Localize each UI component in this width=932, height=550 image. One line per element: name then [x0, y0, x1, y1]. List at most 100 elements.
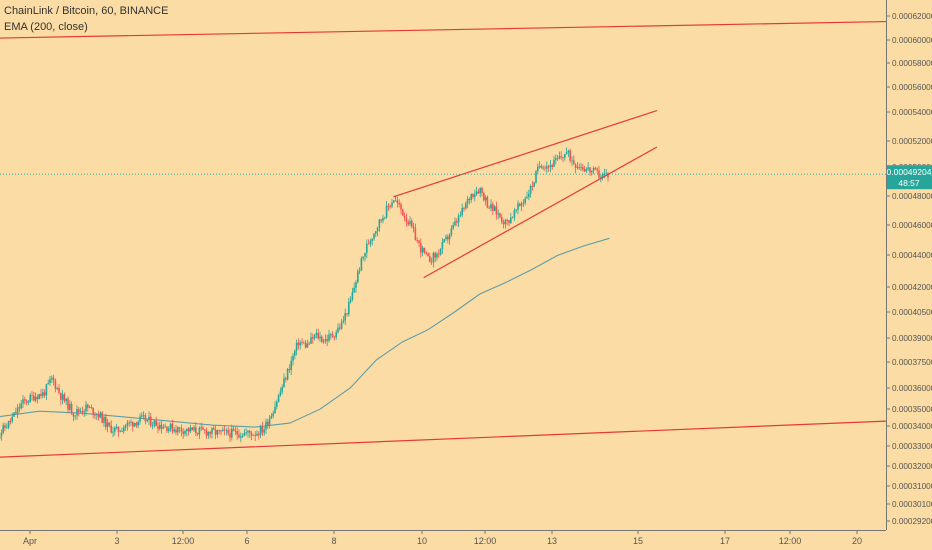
candle-body [594, 167, 597, 170]
candle-body [589, 167, 591, 173]
candle-body [0, 432, 3, 437]
y-tick-label: 0.00040500 [892, 308, 932, 317]
candle-body [308, 343, 310, 345]
candle-body [139, 416, 141, 422]
candle-body [4, 425, 6, 428]
candle-body [61, 394, 64, 400]
candle-body [396, 200, 399, 204]
candlestick-series [0, 147, 609, 444]
candle-body [79, 411, 82, 412]
candle-body [58, 388, 60, 394]
symbol-title[interactable]: ChainLink / Bitcoin, 60, BINANCE [4, 5, 169, 17]
candle-body [355, 282, 357, 288]
candle-body [13, 412, 15, 417]
candle-body [187, 428, 190, 432]
candle-body [420, 243, 422, 253]
candle-body [7, 420, 10, 428]
candle-body [220, 430, 222, 432]
candle-body [414, 228, 417, 241]
ema-200-path [0, 237, 610, 428]
candle-body [366, 243, 368, 254]
candle-body [339, 327, 341, 329]
candle-body [76, 409, 78, 416]
candle-body [11, 416, 13, 422]
candle-body [166, 426, 168, 432]
candle-body [564, 154, 566, 158]
candle-body [225, 429, 228, 431]
candle-body [283, 378, 285, 388]
indicator-title[interactable]: EMA (200, close) [4, 21, 88, 33]
x-tick-label: 12:00 [474, 536, 497, 546]
candle-body [88, 407, 91, 409]
candle-body [270, 415, 273, 419]
candle-body [196, 432, 199, 435]
candle-body [292, 355, 294, 361]
candle-body [465, 203, 467, 209]
candle-body [49, 379, 51, 384]
candle-body [52, 377, 55, 381]
y-tick-label: 0.00036000 [892, 384, 932, 393]
candle-body [121, 431, 123, 433]
y-tick-label: 0.00039000 [892, 334, 932, 343]
trendline[interactable] [393, 109, 658, 198]
candle-body [380, 219, 382, 221]
candle-body [531, 186, 534, 187]
candle-body [565, 152, 568, 155]
candle-body [115, 426, 118, 428]
candle-body [297, 342, 300, 346]
candle-body [385, 205, 388, 218]
candle-body [191, 427, 193, 431]
candle-body [54, 380, 57, 389]
candle-body [448, 234, 451, 240]
candle-body [423, 247, 426, 253]
trendline[interactable] [0, 20, 886, 39]
candle-body [393, 200, 395, 203]
candle-body [346, 313, 348, 315]
candle-body [204, 429, 206, 431]
candle-body [567, 150, 570, 153]
candle-body [517, 203, 519, 210]
candle-body [70, 403, 73, 414]
x-tick-label: 15 [633, 536, 643, 546]
candle-body [231, 428, 233, 438]
price-tag: 0.00049204 48:57 [887, 165, 932, 190]
trendline-drawings[interactable] [0, 20, 886, 458]
candle-body [301, 342, 303, 344]
candle-body [533, 182, 535, 187]
candle-body [252, 434, 255, 436]
candle-body [173, 429, 175, 432]
candle-body [162, 427, 165, 429]
trendline[interactable] [423, 146, 658, 279]
candle-body [551, 165, 553, 167]
candle-body [558, 156, 561, 159]
candle-body [180, 428, 183, 432]
candle-body [114, 427, 116, 432]
candle-body [42, 392, 44, 397]
candle-body [369, 240, 372, 245]
candle-body [304, 342, 307, 348]
candle-body [490, 204, 492, 209]
candle-body [213, 428, 215, 430]
candle-body [515, 209, 517, 211]
candle-body [123, 427, 125, 432]
candle-body [67, 398, 69, 410]
candle-body [384, 217, 386, 219]
candle-body [259, 426, 262, 436]
candle-body [562, 157, 564, 159]
candle-body [247, 430, 249, 433]
candle-body [211, 428, 213, 434]
y-tick-label: 0.00044000 [892, 251, 932, 260]
candle-body [103, 416, 105, 423]
candle-body [434, 253, 436, 258]
trendline[interactable] [0, 420, 886, 458]
candle-body [475, 191, 478, 195]
candle-body [130, 422, 132, 423]
candle-body [222, 429, 224, 432]
candle-body [20, 403, 22, 409]
candle-body [299, 342, 301, 346]
candle-body [553, 159, 555, 167]
candle-body [373, 233, 375, 239]
candle-body [18, 407, 21, 409]
candle-body [178, 427, 181, 429]
